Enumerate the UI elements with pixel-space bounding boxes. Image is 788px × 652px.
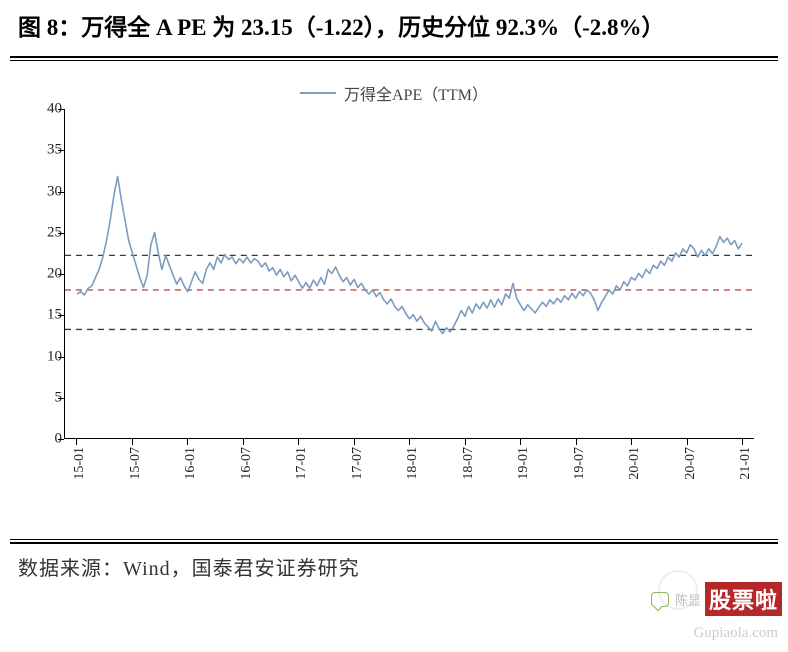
x-tick-mark [631,439,632,445]
x-tick-label: 21-01 [738,447,788,507]
watermark-name: 陈显 [675,590,701,609]
rule-top-thin [10,60,778,61]
y-tick-mark [58,439,64,440]
x-tick-mark [520,439,521,445]
chart: 万得全APE（TTM） 0510152025303540 15-0115-071… [14,81,774,521]
watermark: 陈显 股票啦 [651,582,782,616]
legend-swatch [300,92,336,94]
y-tick-label: 5 [14,389,62,406]
plot-area [64,109,754,439]
x-tick-mark [465,439,466,445]
y-tick-label: 20 [14,266,62,283]
rule-bottom-thin [10,539,778,540]
x-tick-mark [243,439,244,445]
x-tick-mark [132,439,133,445]
y-tick-label: 25 [14,224,62,241]
x-tick-mark [409,439,410,445]
source-text: Wind，国泰君安证券研究 [123,558,360,580]
watermark-brand: 股票啦 [705,582,782,616]
chat-icon [651,592,669,607]
source-label: 数据来源： [18,558,123,580]
x-tick-mark [687,439,688,445]
legend: 万得全APE（TTM） [300,81,488,105]
y-tick-label: 15 [14,307,62,324]
x-tick-mark [742,439,743,445]
legend-label: 万得全APE（TTM） [344,81,488,105]
x-tick-mark [187,439,188,445]
rule-top-thick [10,56,778,58]
x-tick-mark [576,439,577,445]
figure-title: 图 8：万得全 A PE 为 23.15（-1.22），历史分位 92.3%（-… [0,0,788,54]
x-tick-mark [76,439,77,445]
y-tick-label: 35 [14,142,62,159]
title-prefix: 图 8： [18,15,81,40]
plot-svg [65,109,754,438]
x-tick-mark [354,439,355,445]
y-tick-label: 0 [14,431,62,448]
y-tick-label: 40 [14,101,62,118]
y-tick-label: 10 [14,348,62,365]
title-main: 万得全 A PE 为 23.15（-1.22），历史分位 92.3%（-2.8%… [81,15,664,40]
y-tick-label: 30 [14,183,62,200]
watermark-url: Gupiaola.com [693,625,778,642]
x-tick-mark [298,439,299,445]
